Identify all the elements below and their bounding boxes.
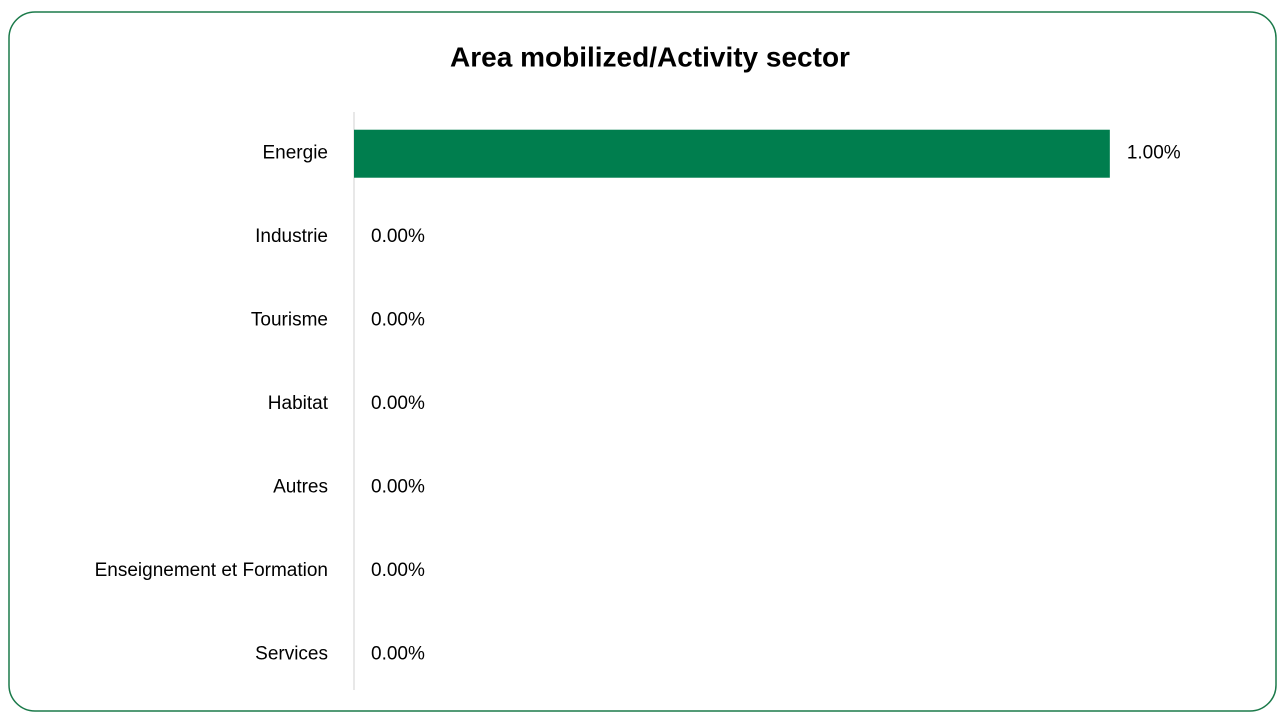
data-label: 0.00% (371, 310, 425, 331)
y-tick-label: Habitat (268, 393, 329, 414)
bar (354, 129, 1110, 178)
y-tick-label: Autres (273, 476, 328, 497)
chart-title: Area mobilized/Activity sector (450, 41, 850, 72)
data-label: 0.00% (371, 560, 425, 581)
data-label: 1.00% (1127, 143, 1181, 164)
y-tick-label: Enseignement et Formation (95, 560, 328, 581)
data-label: 0.00% (371, 393, 425, 414)
y-tick-label: Tourisme (251, 310, 328, 331)
data-label: 0.00% (371, 226, 425, 247)
y-tick-label: Energie (263, 143, 329, 164)
data-label: 0.00% (371, 476, 425, 497)
chart-frame (8, 11, 1277, 712)
y-tick-label: Services (255, 643, 328, 664)
y-tick-label: Industrie (255, 226, 328, 247)
data-label: 0.00% (371, 643, 425, 664)
